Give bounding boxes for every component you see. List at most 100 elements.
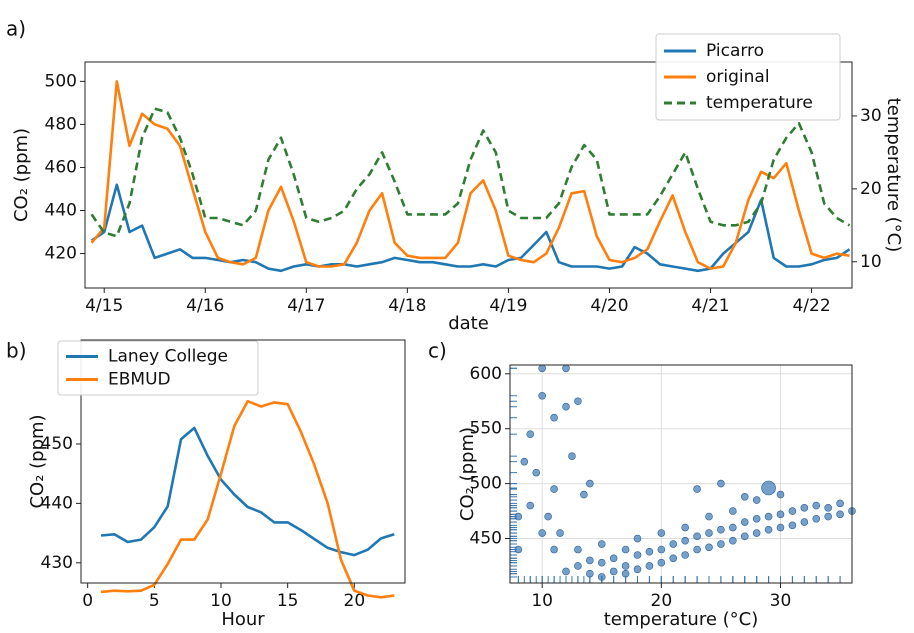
scatter-point [740, 532, 749, 541]
y-tick-label: 480 [45, 114, 77, 134]
scatter-point [729, 523, 737, 532]
y-tick-label: 440 [41, 493, 73, 513]
y-tick-label: 440 [45, 201, 77, 221]
y-tick-label: 430 [41, 553, 73, 573]
scatter-point [562, 402, 570, 411]
y-tick-label: 550 [470, 419, 502, 439]
scatter-point [633, 534, 642, 543]
panel: a) 4/15 4/16 4/17 4/18 4/19 4/20 4/21 4/22 420 440… [6, 17, 904, 335]
scatter-point [681, 523, 689, 532]
x-tick-label: 4/20 [590, 296, 628, 316]
x-tick-label: 4/16 [186, 296, 224, 316]
panel-label: c) [428, 339, 447, 363]
x-tick-label: 4/17 [287, 296, 325, 316]
scatter-point [788, 521, 797, 530]
x-tick-label: 30 [770, 591, 792, 611]
scatter-point [550, 545, 558, 554]
scatter-point [520, 457, 529, 466]
series-line [90, 80, 850, 270]
scatter-point [729, 507, 737, 515]
scatter-point [597, 540, 606, 548]
scatter-point [812, 501, 821, 510]
scatter-point [621, 545, 630, 554]
y-axis-label: CO₂ (ppm) [457, 427, 478, 521]
y-axis-label: CO₂ (ppm) [11, 128, 32, 222]
scatter-point [800, 503, 809, 512]
x-axis-label: temperature (°C) [604, 609, 758, 630]
y-tick-label: 450 [470, 529, 502, 549]
x-tick-label: 4/22 [792, 296, 830, 316]
series-line [100, 426, 395, 557]
legend-label: Laney College [108, 347, 228, 367]
scatter-point [836, 510, 844, 519]
scatter-point [621, 562, 630, 570]
scatter-point [550, 413, 558, 422]
scatter-point [657, 529, 666, 537]
scatter-point [532, 468, 541, 477]
scatter-point [597, 558, 606, 567]
scatter-point [705, 512, 713, 521]
y-tick-label: 420 [45, 244, 77, 264]
scatter-point [764, 512, 773, 521]
scatter-point [609, 554, 618, 563]
panel-label: a) [6, 17, 26, 41]
x-tick-label: 0 [82, 591, 93, 611]
y-tick-label: 500 [470, 474, 502, 494]
scatter-point [705, 529, 713, 537]
scatter-point [836, 499, 844, 508]
legend-label: original [706, 67, 770, 87]
scatter-point [562, 567, 570, 576]
axes-frame [80, 339, 406, 584]
panel: c) 10 20 30 450 500 550 600 temperature (°C) CO₂ … [428, 339, 856, 630]
scatter-point [538, 391, 546, 400]
y2-axis-label: temperature (°C) [883, 98, 904, 252]
scatter-point [740, 518, 749, 526]
legend-label: EBMUD [108, 370, 171, 390]
scatter-point [609, 567, 618, 576]
series-line [100, 399, 395, 599]
scatter-point [693, 485, 701, 493]
scatter-point [812, 514, 821, 523]
scatter-point [526, 430, 535, 438]
scatter-point [556, 529, 564, 537]
panel: b) 0 5 10 15 20 430 440 450 Hour CO₂ (ppm) Laney Co… [6, 339, 406, 630]
scatter-point [693, 532, 701, 541]
legend-label: temperature [706, 93, 813, 113]
y2-tick-label: 20 [860, 179, 882, 199]
y-tick-label: 460 [45, 157, 77, 177]
x-axis-label: Hour [221, 609, 265, 630]
scatter-point [693, 545, 701, 554]
scatter-point [645, 562, 654, 570]
scatter-point [633, 551, 642, 559]
series-line [90, 107, 851, 238]
scatter-point [776, 490, 785, 499]
scatter-point [669, 540, 678, 548]
y2-tick-label: 30 [860, 106, 882, 126]
scatter-point [633, 565, 642, 574]
scatter-point [568, 452, 576, 460]
scatter-point [580, 490, 588, 499]
x-tick-label: 5 [149, 591, 160, 611]
x-tick-label: 4/19 [489, 296, 527, 316]
scatter-point [586, 556, 594, 565]
y-axis-label: CO₂ (ppm) [27, 414, 48, 508]
scatter-point [776, 510, 785, 519]
scatter-point [550, 485, 558, 493]
panel-label: b) [6, 339, 27, 363]
scatter-point [776, 523, 785, 532]
y-tick-label: 500 [45, 71, 77, 91]
scatter-point [574, 562, 582, 570]
legend-label: Picarro [706, 41, 764, 61]
scatter-point [788, 507, 797, 515]
x-tick-label: 4/21 [691, 296, 729, 316]
axes-frame [84, 61, 853, 289]
scatter-point [824, 512, 832, 521]
scatter-point [800, 518, 809, 526]
scatter-point [657, 558, 666, 567]
y-tick-label: 600 [470, 364, 502, 384]
scatter-point [562, 364, 570, 373]
scatter-point [717, 540, 725, 548]
scatter-point [538, 529, 546, 537]
